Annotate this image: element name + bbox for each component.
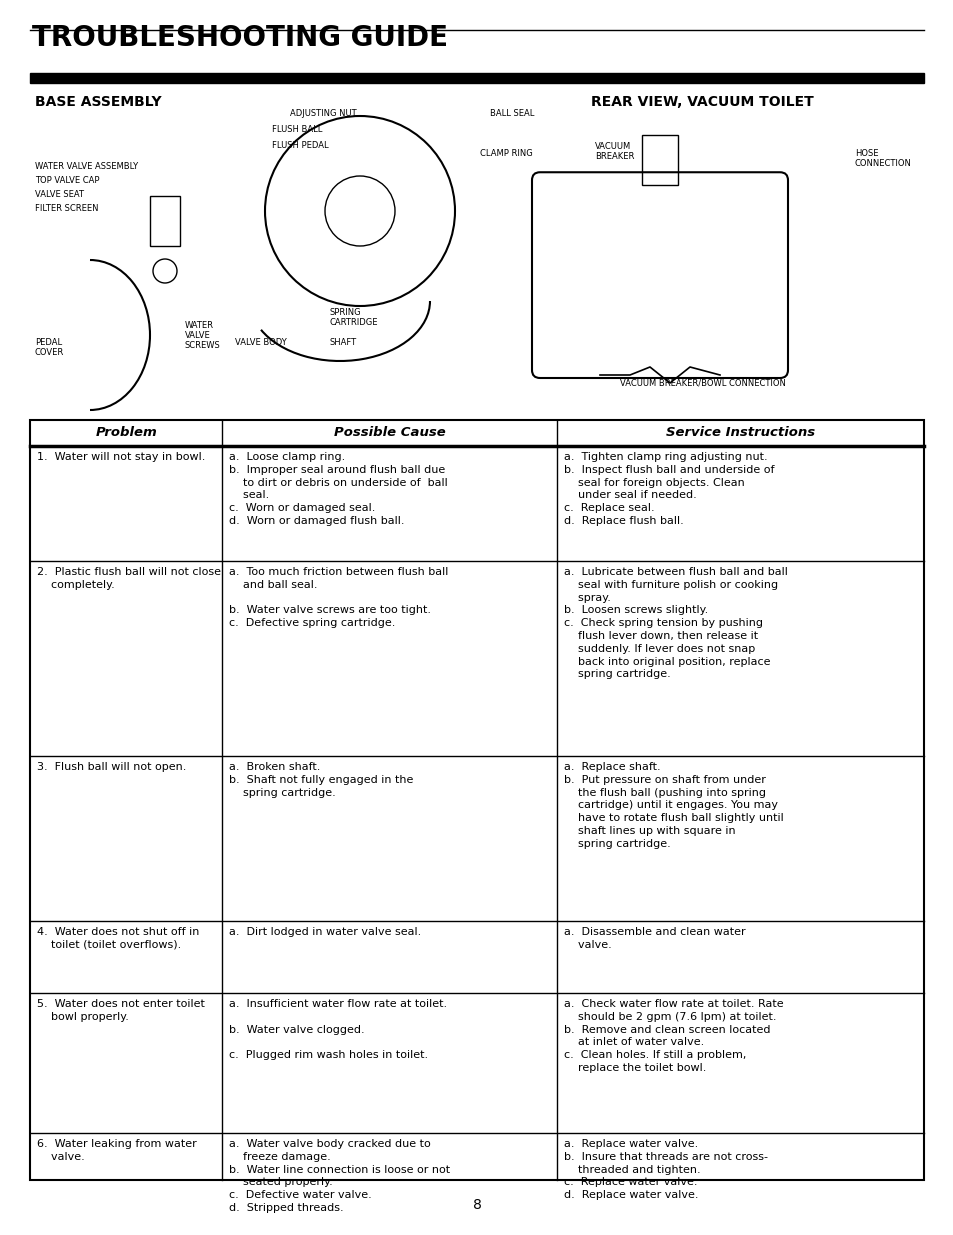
Text: 6.  Water leaking from water
    valve.: 6. Water leaking from water valve. — [37, 1139, 196, 1162]
Text: FLUSH BALL: FLUSH BALL — [272, 125, 322, 135]
Text: a.  Disassemble and clean water
    valve.: a. Disassemble and clean water valve. — [564, 927, 745, 950]
Text: CARTRIDGE: CARTRIDGE — [330, 317, 378, 327]
Text: BREAKER: BREAKER — [595, 152, 634, 161]
Text: a.  Dirt lodged in water valve seal.: a. Dirt lodged in water valve seal. — [229, 927, 421, 937]
Text: Problem: Problem — [95, 426, 157, 440]
Text: a.  Insufficient water flow rate at toilet.

b.  Water valve clogged.

c.  Plugg: a. Insufficient water flow rate at toile… — [229, 999, 447, 1060]
Text: WATER: WATER — [185, 321, 213, 330]
Text: Possible Cause: Possible Cause — [334, 426, 445, 440]
Text: FILTER SCREEN: FILTER SCREEN — [35, 204, 98, 212]
Bar — [30, 420, 923, 1179]
Text: VALVE BODY: VALVE BODY — [234, 338, 287, 347]
Text: HOSE: HOSE — [854, 149, 878, 158]
Text: FLUSH PEDAL: FLUSH PEDAL — [272, 141, 328, 149]
Text: a.  Broken shaft.
b.  Shaft not fully engaged in the
    spring cartridge.: a. Broken shaft. b. Shaft not fully enga… — [229, 762, 414, 798]
Text: a.  Replace water valve.
b.  Insure that threads are not cross-
    threaded and: a. Replace water valve. b. Insure that t… — [564, 1139, 768, 1200]
Text: PEDAL: PEDAL — [35, 338, 62, 347]
Text: a.  Too much friction between flush ball
    and ball seal.

b.  Water valve scr: a. Too much friction between flush ball … — [229, 567, 448, 629]
Text: VACUUM BREAKER/BOWL CONNECTION: VACUUM BREAKER/BOWL CONNECTION — [619, 378, 785, 387]
Text: COVER: COVER — [35, 348, 64, 357]
Text: SPRING: SPRING — [330, 308, 361, 317]
Text: a.  Check water flow rate at toilet. Rate
    should be 2 gpm (7.6 lpm) at toile: a. Check water flow rate at toilet. Rate… — [564, 999, 783, 1073]
Text: 1.  Water will not stay in bowl.: 1. Water will not stay in bowl. — [37, 452, 205, 462]
Text: 2.  Plastic flush ball will not close
    completely.: 2. Plastic flush ball will not close com… — [37, 567, 221, 590]
Text: CLAMP RING: CLAMP RING — [479, 149, 532, 158]
Text: SCREWS: SCREWS — [185, 341, 220, 350]
Text: 5.  Water does not enter toilet
    bowl properly.: 5. Water does not enter toilet bowl prop… — [37, 999, 205, 1021]
Text: a.  Lubricate between flush ball and ball
    seal with furniture polish or cook: a. Lubricate between flush ball and ball… — [564, 567, 787, 679]
Bar — [641, 136, 678, 185]
Text: VACUUM: VACUUM — [595, 142, 631, 151]
Text: REAR VIEW, VACUUM TOILET: REAR VIEW, VACUUM TOILET — [591, 95, 813, 109]
Text: 8: 8 — [472, 1198, 481, 1212]
Text: BASE ASSEMBLY: BASE ASSEMBLY — [35, 95, 161, 109]
Text: ADJUSTING NUT: ADJUSTING NUT — [290, 109, 356, 119]
Text: a.  Tighten clamp ring adjusting nut.
b.  Inspect flush ball and underside of
  : a. Tighten clamp ring adjusting nut. b. … — [564, 452, 774, 526]
Text: SHAFT: SHAFT — [330, 338, 356, 347]
Text: a.  Loose clamp ring.
b.  Improper seal around flush ball due
    to dirt or deb: a. Loose clamp ring. b. Improper seal ar… — [229, 452, 448, 526]
Text: BALL SEAL: BALL SEAL — [490, 109, 534, 119]
Text: a.  Water valve body cracked due to
    freeze damage.
b.  Water line connection: a. Water valve body cracked due to freez… — [229, 1139, 450, 1213]
Text: VALVE SEAT: VALVE SEAT — [35, 190, 84, 199]
Text: TOP VALVE CAP: TOP VALVE CAP — [35, 177, 99, 185]
Text: CONNECTION: CONNECTION — [854, 159, 911, 168]
Bar — [30, 73, 923, 83]
Text: 4.  Water does not shut off in
    toilet (toilet overflows).: 4. Water does not shut off in toilet (to… — [37, 927, 199, 950]
Text: Service Instructions: Service Instructions — [665, 426, 815, 440]
Text: VALVE: VALVE — [185, 331, 211, 340]
Text: TROUBLESHOOTING GUIDE: TROUBLESHOOTING GUIDE — [32, 23, 448, 52]
Text: 3.  Flush ball will not open.: 3. Flush ball will not open. — [37, 762, 186, 772]
Bar — [150, 196, 180, 246]
Text: WATER VALVE ASSEMBLY: WATER VALVE ASSEMBLY — [35, 162, 138, 170]
Text: a.  Replace shaft.
b.  Put pressure on shaft from under
    the flush ball (push: a. Replace shaft. b. Put pressure on sha… — [564, 762, 783, 848]
